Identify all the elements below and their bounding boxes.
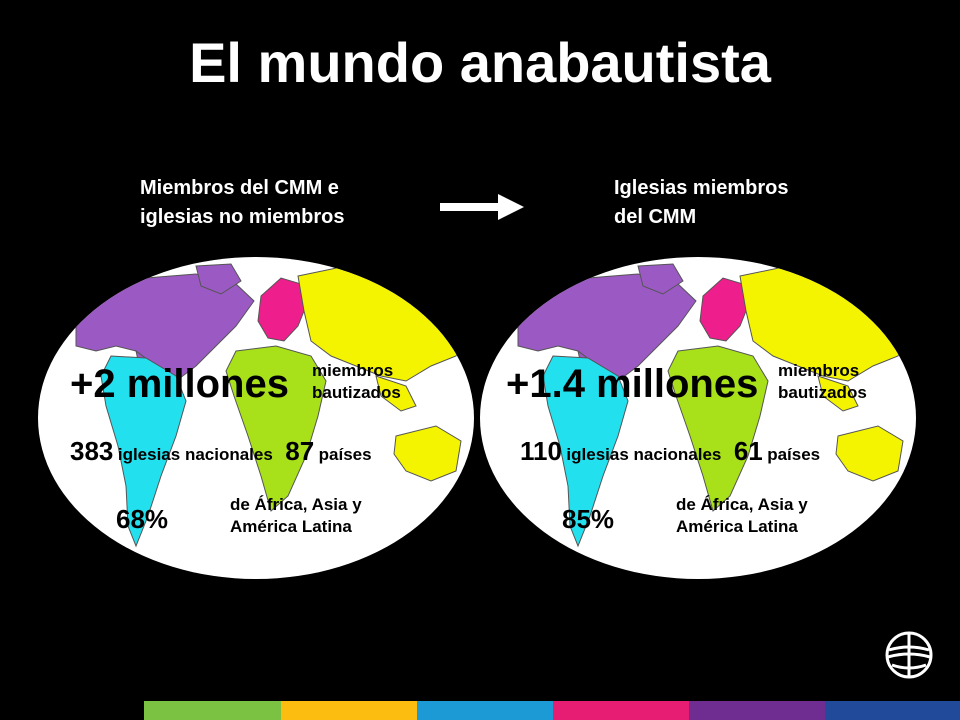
right-heading-line2: del CMM bbox=[614, 206, 697, 228]
right-percent-label-line2: América Latina bbox=[676, 517, 798, 536]
right-arrow-icon bbox=[440, 194, 524, 220]
right-members-label: miembros bautizados bbox=[778, 360, 867, 404]
africa-region bbox=[225, 345, 327, 512]
left-heading-line2: iglesias no miembros bbox=[140, 206, 345, 228]
right-countries-value: 61 bbox=[733, 436, 763, 466]
color-stripe-6 bbox=[689, 701, 825, 720]
europe-region bbox=[699, 277, 749, 342]
north-america-region bbox=[517, 273, 697, 382]
left-percent-label-line2: América Latina bbox=[230, 517, 352, 536]
europe-region bbox=[257, 277, 307, 342]
left-churches-row: 383 iglesias nacionales 87 países bbox=[70, 436, 372, 466]
north-america-region bbox=[75, 273, 255, 382]
south-america-region bbox=[100, 355, 187, 548]
greenland-region bbox=[195, 263, 242, 295]
color-stripe-3 bbox=[281, 701, 417, 720]
left-members-label-line2: bautizados bbox=[312, 383, 401, 402]
right-churches-row: 110 iglesias nacionales 61 países bbox=[520, 436, 820, 466]
left-heading: Miembros del CMM e iglesias no miembros bbox=[140, 174, 345, 232]
right-percent-value: 85% bbox=[562, 504, 615, 534]
right-churches-value: 110 bbox=[520, 436, 562, 466]
africa-region bbox=[667, 345, 769, 512]
left-world-map: +2 millones miembros bautizados 383 igle… bbox=[36, 256, 476, 581]
left-percent-label-line1: de África, Asia y bbox=[230, 495, 362, 514]
color-stripe-1 bbox=[0, 701, 144, 720]
right-percent-label-line1: de África, Asia y bbox=[676, 495, 808, 514]
oceania-region bbox=[835, 425, 904, 482]
left-members-label-line1: miembros bbox=[312, 361, 394, 380]
color-stripe-7 bbox=[825, 701, 960, 720]
left-countries-label: países bbox=[318, 445, 372, 464]
color-stripe-2 bbox=[144, 701, 281, 720]
right-world-map-graphic bbox=[480, 257, 916, 579]
oceania-region bbox=[393, 425, 462, 482]
right-heading-line1: Iglesias miembros bbox=[614, 177, 789, 199]
south-america-region bbox=[542, 355, 629, 548]
right-countries-label: países bbox=[767, 445, 821, 464]
left-heading-line1: Miembros del CMM e bbox=[140, 177, 339, 199]
left-churches-value: 383 bbox=[70, 436, 114, 466]
left-countries-value: 87 bbox=[285, 436, 315, 466]
left-world-map-graphic bbox=[38, 257, 474, 579]
page-title: El mundo anabautista bbox=[189, 31, 771, 94]
southeast-asia-region bbox=[375, 375, 417, 412]
color-stripe-4 bbox=[417, 701, 553, 720]
left-members-value: +2 millones bbox=[70, 362, 289, 406]
southeast-asia-region bbox=[817, 375, 859, 412]
right-world-map: +1.4 millones miembros bautizados 110 ig… bbox=[478, 256, 918, 581]
left-churches-label: iglesias nacionales bbox=[117, 445, 273, 464]
globe-cross-logo-icon bbox=[885, 631, 933, 679]
right-heading: Iglesias miembros del CMM bbox=[614, 174, 789, 232]
color-stripe-5 bbox=[553, 701, 689, 720]
right-members-value: +1.4 millones bbox=[506, 362, 759, 406]
left-members-label: miembros bautizados bbox=[312, 360, 401, 404]
right-percent-label: de África, Asia y América Latina bbox=[676, 494, 808, 538]
right-churches-label: iglesias nacionales bbox=[566, 445, 722, 464]
right-members-label-line2: bautizados bbox=[778, 383, 867, 402]
left-percent-value: 68% bbox=[116, 504, 169, 534]
left-percent-label: de África, Asia y América Latina bbox=[230, 494, 362, 538]
right-members-label-line1: miembros bbox=[778, 361, 860, 380]
greenland-region bbox=[637, 263, 684, 295]
